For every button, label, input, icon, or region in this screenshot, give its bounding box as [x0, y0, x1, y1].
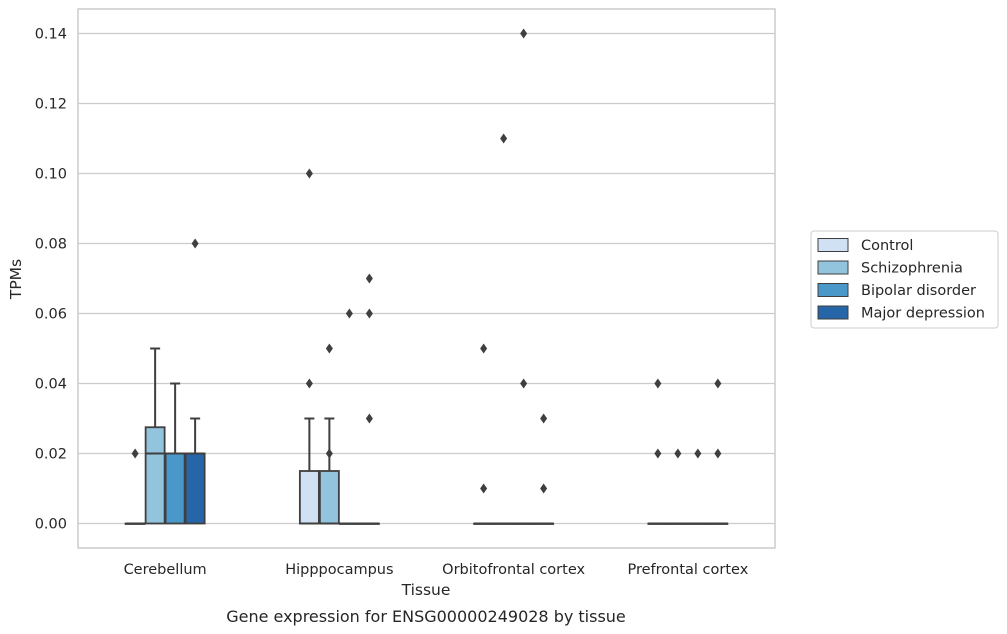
outlier-point — [325, 448, 333, 459]
y-tick-label: 0.02 — [35, 447, 67, 463]
legend-frame — [810, 230, 999, 329]
outlier-point — [654, 378, 662, 389]
gridlines — [78, 32, 775, 525]
x-tick-label: Orbitofrontal cortex — [442, 562, 585, 578]
outlier-point — [520, 28, 528, 39]
outlier-point — [540, 413, 548, 424]
x-axis-title: Tissue — [401, 581, 451, 599]
outlier-point — [305, 168, 313, 179]
outlier-point — [365, 413, 373, 424]
outlier-point — [480, 343, 488, 354]
legend-swatch — [817, 260, 849, 275]
chart-caption: Gene expression for ENSG00000249028 by t… — [226, 607, 626, 626]
plot-frame — [77, 8, 776, 549]
outlier-point — [714, 448, 722, 459]
outlier-point — [520, 378, 528, 389]
plot-border — [77, 8, 776, 549]
y-tick-label: 0.00 — [35, 517, 67, 533]
outlier-point — [480, 483, 488, 494]
outlier-point — [654, 448, 662, 459]
outlier-point — [365, 273, 373, 284]
y-tick-label: 0.04 — [35, 377, 67, 393]
outlier-point — [345, 308, 353, 319]
x-tick-labels: Cerebellum Hipppocampus Orbitofrontal cort… — [124, 562, 749, 578]
y-tick-label: 0.14 — [35, 27, 67, 43]
outlier-point — [540, 483, 548, 494]
y-tick-label: 0.10 — [35, 167, 67, 183]
outlier-point — [131, 448, 139, 459]
legend-swatch — [817, 305, 849, 320]
legend-swatch — [817, 283, 849, 297]
legend-label: Major depression — [861, 306, 985, 322]
outlier-point — [305, 378, 313, 389]
outlier-point — [500, 133, 508, 144]
legend-label: Bipolar disorder — [861, 283, 976, 299]
outlier-point — [714, 378, 722, 389]
outlier-layer — [131, 28, 722, 494]
y-tick-label: 0.12 — [35, 97, 67, 113]
legend-swatch — [817, 238, 849, 252]
x-tick-label: Prefrontal cortex — [627, 562, 748, 578]
box — [164, 452, 186, 525]
box-layer — [124, 347, 729, 525]
y-tick-label: 0.08 — [35, 237, 67, 253]
outlier-point — [325, 343, 333, 354]
box — [184, 452, 206, 525]
x-tick-label: Cerebellum — [124, 562, 207, 578]
y-tick-labels: 0.00 0.02 0.04 0.06 0.08 0.10 0.12 0.14 — [35, 27, 67, 533]
outlier-point — [191, 238, 199, 249]
legend-label: Control — [861, 238, 913, 254]
y-tick-label: 0.06 — [35, 307, 67, 323]
box — [298, 470, 320, 525]
outlier-point — [365, 308, 373, 319]
y-axis-title: TPMs — [7, 259, 25, 300]
box — [144, 426, 166, 525]
legend-label: Schizophrenia — [861, 261, 963, 277]
outlier-point — [674, 448, 682, 459]
legend: Control Schizophrenia Bipolar disorder Majo… — [810, 230, 999, 329]
box — [318, 470, 340, 525]
outlier-point — [694, 448, 702, 459]
x-tick-label: Hipppocampus — [285, 562, 393, 578]
